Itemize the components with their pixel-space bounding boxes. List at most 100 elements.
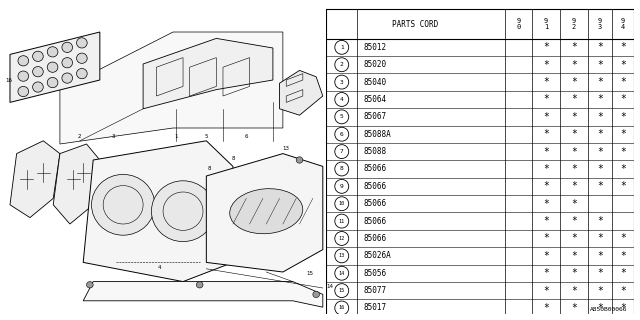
Text: 3: 3 [340, 80, 344, 84]
Circle shape [18, 86, 29, 97]
Circle shape [33, 51, 44, 61]
Text: *: * [571, 234, 577, 244]
Text: *: * [571, 181, 577, 191]
Circle shape [33, 82, 44, 92]
Text: *: * [620, 42, 626, 52]
Text: 85067: 85067 [364, 112, 387, 121]
Text: *: * [571, 112, 577, 122]
Text: 5: 5 [340, 114, 344, 119]
Text: *: * [543, 60, 549, 70]
Text: 85066: 85066 [364, 234, 387, 243]
Circle shape [313, 291, 319, 298]
Text: 85077: 85077 [364, 286, 387, 295]
Text: *: * [543, 164, 549, 174]
Text: *: * [597, 251, 603, 261]
Text: 85088: 85088 [364, 147, 387, 156]
Text: *: * [571, 147, 577, 156]
Text: 7: 7 [340, 149, 344, 154]
Text: 6: 6 [340, 132, 344, 137]
Text: *: * [543, 42, 549, 52]
Text: *: * [597, 77, 603, 87]
Text: *: * [543, 112, 549, 122]
Polygon shape [206, 154, 323, 272]
Text: 4: 4 [340, 97, 344, 102]
Text: 9
1: 9 1 [544, 19, 548, 30]
Text: *: * [620, 129, 626, 139]
Text: 5: 5 [205, 134, 208, 139]
Text: *: * [543, 129, 549, 139]
Text: 13: 13 [283, 146, 290, 151]
Polygon shape [280, 70, 323, 115]
Text: 2: 2 [78, 134, 82, 139]
Text: *: * [571, 216, 577, 226]
Text: *: * [597, 129, 603, 139]
Text: *: * [571, 164, 577, 174]
Text: *: * [543, 94, 549, 104]
Text: *: * [620, 286, 626, 296]
Circle shape [62, 42, 72, 52]
Text: *: * [597, 286, 603, 296]
Text: *: * [543, 303, 549, 313]
Text: PARTS CORD: PARTS CORD [392, 20, 438, 28]
Text: 8: 8 [208, 166, 211, 171]
Ellipse shape [230, 189, 303, 234]
Text: *: * [543, 147, 549, 156]
Text: *: * [571, 303, 577, 313]
Text: *: * [597, 164, 603, 174]
Circle shape [47, 47, 58, 57]
Text: *: * [571, 268, 577, 278]
Text: *: * [571, 77, 577, 87]
Text: 16: 16 [5, 77, 12, 83]
Circle shape [18, 56, 29, 66]
Text: *: * [571, 286, 577, 296]
Text: A850B00066: A850B00066 [590, 307, 627, 312]
Text: 85020: 85020 [364, 60, 387, 69]
Circle shape [62, 73, 72, 83]
Text: 9
3: 9 3 [598, 19, 602, 30]
Circle shape [47, 77, 58, 88]
Text: *: * [571, 129, 577, 139]
Circle shape [77, 68, 87, 79]
Text: *: * [597, 112, 603, 122]
Polygon shape [83, 141, 233, 282]
Text: *: * [597, 42, 603, 52]
Text: 16: 16 [339, 306, 345, 310]
Text: *: * [597, 303, 603, 313]
Text: 85066: 85066 [364, 182, 387, 191]
Polygon shape [53, 144, 100, 224]
Text: *: * [571, 42, 577, 52]
Text: 85066: 85066 [364, 164, 387, 173]
Text: *: * [543, 181, 549, 191]
Polygon shape [143, 38, 273, 109]
Circle shape [92, 174, 155, 235]
Circle shape [152, 181, 214, 242]
Text: 85066: 85066 [364, 217, 387, 226]
Polygon shape [83, 282, 323, 307]
Text: 13: 13 [339, 253, 345, 258]
Text: 85088A: 85088A [364, 130, 391, 139]
Circle shape [62, 58, 72, 68]
Text: 11: 11 [339, 219, 345, 224]
Circle shape [47, 62, 58, 72]
Text: *: * [620, 164, 626, 174]
Text: *: * [543, 286, 549, 296]
Text: *: * [543, 77, 549, 87]
Text: 15: 15 [306, 271, 313, 276]
Text: *: * [620, 181, 626, 191]
Text: 1: 1 [340, 45, 344, 50]
Text: 6: 6 [244, 134, 248, 139]
Text: *: * [597, 181, 603, 191]
Text: 85064: 85064 [364, 95, 387, 104]
Text: *: * [620, 268, 626, 278]
Polygon shape [60, 32, 283, 144]
Text: *: * [620, 112, 626, 122]
Polygon shape [10, 32, 100, 102]
Text: *: * [597, 268, 603, 278]
Text: 9
0: 9 0 [516, 19, 520, 30]
Text: *: * [543, 234, 549, 244]
Text: *: * [571, 60, 577, 70]
Text: 85026A: 85026A [364, 251, 391, 260]
Text: 4: 4 [158, 265, 161, 270]
Text: 15: 15 [339, 288, 345, 293]
Text: 9
4: 9 4 [621, 19, 625, 30]
